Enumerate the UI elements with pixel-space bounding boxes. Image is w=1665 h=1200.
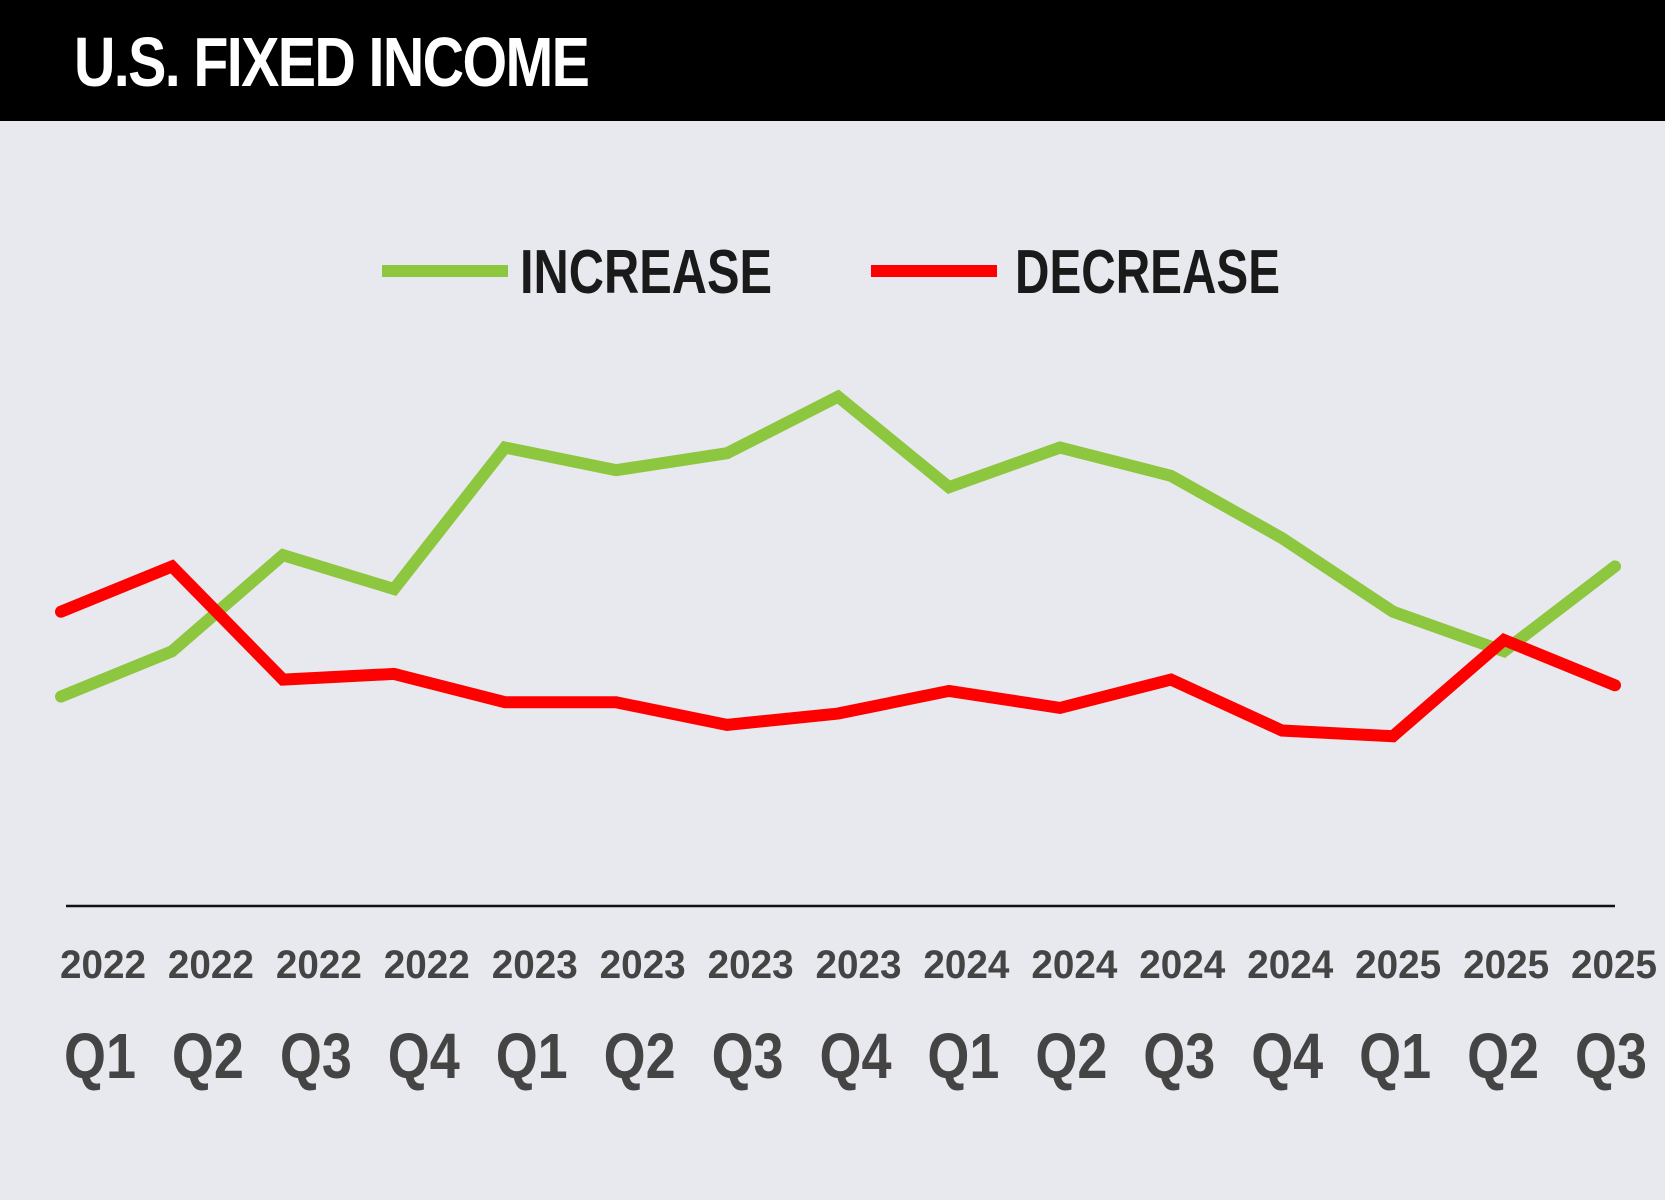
x-tick-year: 2024 <box>923 943 1010 987</box>
x-tick-year: 2024 <box>1247 943 1334 987</box>
x-tick-year: 2024 <box>1031 943 1118 987</box>
x-tick-year: 2023 <box>600 943 686 987</box>
x-tick-year: 2022 <box>384 943 470 987</box>
x-tick-quarter: Q2 <box>1035 1020 1107 1092</box>
x-tick-quarter: Q3 <box>712 1020 784 1092</box>
x-tick-quarter: Q1 <box>1359 1020 1431 1092</box>
legend-label-increase: INCREASE <box>520 238 772 307</box>
x-tick-year: 2022 <box>168 943 254 987</box>
series-line-increase <box>55 389 1621 703</box>
x-tick-year: 2023 <box>492 943 578 987</box>
x-tick-year: 2024 <box>1139 943 1226 987</box>
x-tick-year: 2023 <box>708 943 794 987</box>
series-line-decrease <box>55 559 1621 743</box>
x-tick-quarter: Q2 <box>172 1020 244 1092</box>
x-tick-year: 2022 <box>276 943 362 987</box>
series-lines <box>55 389 1621 743</box>
chart-title: U.S. FIXED INCOME <box>74 23 590 101</box>
legend: INCREASE DECREASE <box>382 238 1280 307</box>
x-tick-quarter: Q3 <box>1575 1020 1647 1092</box>
x-tick-quarter: Q4 <box>820 1020 892 1092</box>
x-tick-year: 2023 <box>816 943 902 987</box>
x-tick-quarter: Q1 <box>64 1020 136 1092</box>
x-tick-quarter: Q4 <box>1251 1020 1323 1092</box>
x-tick-year: 2022 <box>60 943 146 987</box>
x-tick-year: 2025 <box>1355 943 1441 987</box>
x-tick-quarter: Q4 <box>388 1020 460 1092</box>
x-tick-quarter: Q1 <box>496 1020 568 1092</box>
x-tick-labels: 2022 Q1 2022 Q2 2022 Q3 2022 Q4 2023 Q1 2023 Q2 2023… <box>60 943 1657 1092</box>
x-tick-year: 2025 <box>1571 943 1657 987</box>
legend-label-decrease: DECREASE <box>1015 238 1280 307</box>
x-tick-quarter: Q2 <box>1467 1020 1539 1092</box>
x-tick-quarter: Q3 <box>280 1020 352 1092</box>
x-tick-quarter: Q2 <box>604 1020 676 1092</box>
header-bar: U.S. FIXED INCOME <box>0 0 1665 121</box>
x-tick-year: 2025 <box>1463 943 1549 987</box>
x-tick-quarter: Q1 <box>927 1020 999 1092</box>
x-tick-quarter: Q3 <box>1143 1020 1215 1092</box>
